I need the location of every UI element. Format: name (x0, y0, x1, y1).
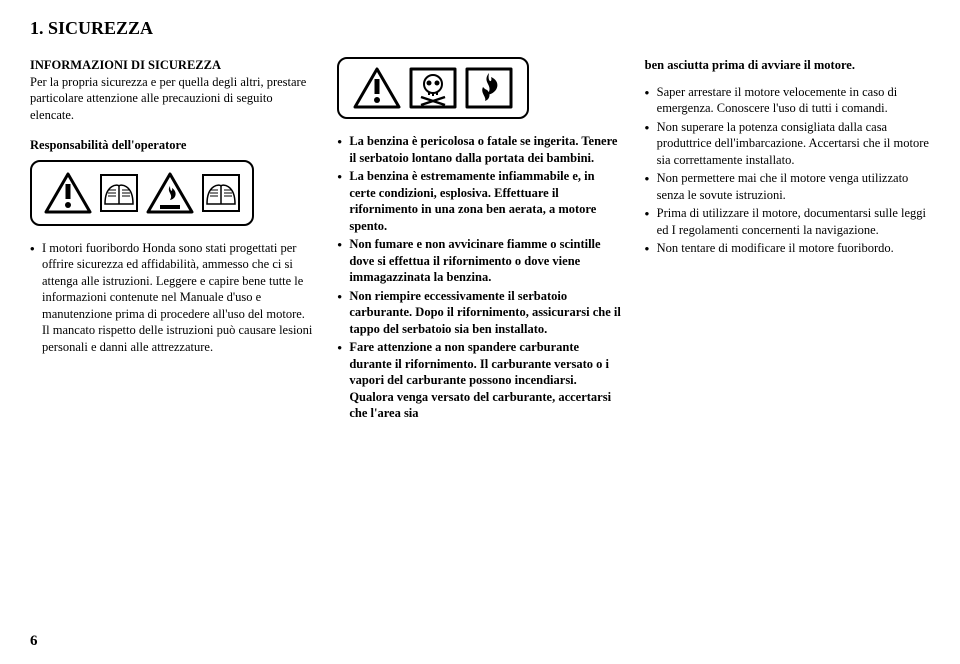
flame-icon (465, 67, 513, 109)
col2-bullet: Non fumare e non avvicinare fiamme o sci… (337, 236, 622, 286)
fire-warning-triangle-icon (146, 172, 194, 214)
col2-bullet: La benzina è estremamente infiammabile e… (337, 168, 622, 234)
manual-book-icon (100, 174, 138, 212)
col3-bullet: Prima di utilizzare il motore, documenta… (645, 205, 930, 238)
col2-bullet: Non riempire eccessivamente il serbatoio… (337, 288, 622, 338)
manual-book-icon (202, 174, 240, 212)
subheading: Responsabilità dell'operatore (30, 137, 315, 154)
content-columns: INFORMAZIONI DI SICUREZZA Per la propria… (30, 57, 930, 424)
col2-bullets: La benzina è pericolosa o fatale se inge… (337, 133, 622, 422)
warning-triangle-icon (44, 172, 92, 214)
col2-bullet: La benzina è pericolosa o fatale se inge… (337, 133, 622, 166)
col3-bullet: Non superare la potenza consigliata dall… (645, 119, 930, 169)
col1-bullets: I motori fuoribordo Honda sono stati pro… (30, 240, 315, 356)
column-3: ben asciutta prima di avviare il motore.… (645, 57, 930, 424)
info-heading: INFORMAZIONI DI SICUREZZA (30, 57, 315, 74)
col3-bullet: Non permettere mai che il motore venga u… (645, 170, 930, 203)
skull-toxic-icon (409, 67, 457, 109)
hazard-icon-box (337, 57, 529, 119)
col2-bullet: Fare attenzione a non spandere carburant… (337, 339, 622, 422)
page-number: 6 (30, 633, 38, 650)
column-1: INFORMAZIONI DI SICUREZZA Per la propria… (30, 57, 315, 424)
col3-bullet: Saper arrestare il motore velocemente in… (645, 84, 930, 117)
col3-bullets: Saper arrestare il motore velocemente in… (645, 84, 930, 257)
operator-icon-box (30, 160, 254, 226)
col1-bullet: I motori fuoribordo Honda sono stati pro… (30, 240, 315, 356)
warning-triangle-icon (353, 67, 401, 109)
page-title: 1. SICUREZZA (30, 18, 930, 39)
col3-continuation: ben asciutta prima di avviare il motore. (645, 57, 930, 74)
column-2: La benzina è pericolosa o fatale se inge… (337, 57, 622, 424)
intro-text: Per la propria sicurezza e per quella de… (30, 74, 315, 124)
col3-bullet: Non tentare di modificare il motore fuor… (645, 240, 930, 257)
